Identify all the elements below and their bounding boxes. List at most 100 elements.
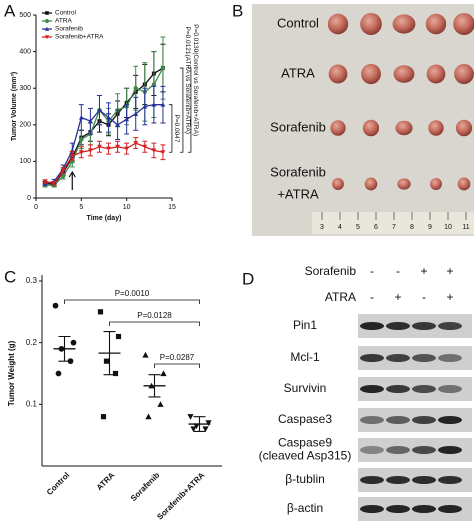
- y-tick-label: 0.2: [26, 338, 38, 347]
- marker: [106, 146, 111, 151]
- marker: [70, 339, 77, 346]
- p-value: P=0.0047: [173, 114, 180, 142]
- ruler-label: 5: [356, 224, 360, 231]
- panel-label: D: [242, 269, 254, 288]
- band: [412, 416, 436, 424]
- tumor: [393, 65, 415, 83]
- ruler-label: 8: [410, 224, 414, 231]
- band: [438, 505, 462, 513]
- p-value: P=0.0128: [137, 311, 172, 320]
- band: [438, 416, 462, 424]
- bracket: [154, 363, 200, 368]
- ruler-label: 10: [444, 224, 452, 231]
- band: [360, 385, 384, 393]
- legend-label: ATRA: [55, 18, 73, 25]
- band: [360, 505, 384, 513]
- panel-label: C: [4, 267, 16, 286]
- marker: [160, 102, 166, 107]
- protein-label: β-tublin: [285, 472, 325, 486]
- p-value: P=0.0287: [160, 353, 195, 362]
- marker: [190, 426, 197, 433]
- tumor: [360, 12, 382, 36]
- protein-label: Mcl-1: [290, 350, 320, 364]
- bracket: [109, 321, 200, 326]
- tumor: [430, 177, 442, 191]
- ruler-label: 11: [462, 224, 469, 231]
- band: [386, 446, 410, 454]
- marker: [115, 144, 120, 150]
- legend-marker: [45, 19, 49, 23]
- x-tick-label: ATRA: [95, 470, 117, 492]
- band: [386, 505, 410, 513]
- treatment-sign: -: [370, 290, 374, 304]
- marker: [97, 309, 104, 315]
- x-tick-label: 5: [79, 204, 83, 211]
- marker: [151, 148, 157, 153]
- x-tick-label: 15: [168, 204, 176, 211]
- treatment-sign: +: [420, 264, 427, 278]
- marker: [78, 150, 84, 155]
- treatment-sign: -: [370, 264, 374, 278]
- tumor: [426, 64, 446, 84]
- p-value: P=0.0130(Control vs Sorafenib+ATRA): [192, 24, 199, 136]
- tumor: [362, 119, 380, 137]
- protein-label: Pin1: [293, 318, 317, 332]
- marker: [142, 104, 148, 109]
- ruler-label: 6: [374, 224, 378, 231]
- marker: [142, 144, 148, 150]
- marker: [145, 413, 152, 420]
- marker: [79, 137, 84, 142]
- x-axis-label: Time (day): [87, 215, 122, 222]
- treatment-sign: +: [446, 264, 453, 278]
- tumor: [328, 64, 348, 84]
- tumor: [332, 177, 344, 191]
- marker: [160, 370, 167, 377]
- x-tick-label: 10: [123, 204, 131, 211]
- ruler-label: 4: [338, 224, 342, 231]
- marker: [157, 401, 164, 407]
- x-tick-label: Control: [45, 471, 71, 497]
- marker: [133, 141, 139, 146]
- band: [360, 446, 384, 454]
- band: [438, 385, 462, 393]
- y-tick-label: 200: [19, 122, 31, 129]
- arrow: [68, 170, 76, 190]
- marker: [69, 153, 75, 159]
- tumor: [330, 120, 346, 136]
- protein-label: Survivin: [284, 381, 327, 395]
- tumor: [454, 63, 474, 85]
- bracket: [64, 299, 200, 304]
- y-tick-label: 300: [19, 85, 31, 92]
- legend-marker: [44, 26, 50, 31]
- ruler: [312, 212, 474, 234]
- marker: [151, 102, 157, 107]
- tumor: [455, 119, 473, 137]
- y-axis-label: Tumor Weight (g): [7, 340, 16, 406]
- y-tick-label: 0.1: [26, 399, 38, 408]
- marker: [202, 426, 209, 433]
- photo-panel: Control ATRA Sorafenib Sorafenib +ATRA 3 4 5 6 7 8…: [252, 4, 474, 236]
- band: [360, 476, 384, 484]
- row-label: +ATRA: [277, 186, 319, 201]
- marker: [78, 115, 84, 120]
- marker: [133, 86, 138, 91]
- marker: [103, 358, 110, 364]
- marker: [205, 420, 212, 426]
- marker: [88, 118, 93, 124]
- photo-background: [252, 4, 474, 236]
- treatment-label: Sorafenib: [305, 264, 357, 278]
- tumor: [364, 177, 378, 191]
- marker: [115, 333, 122, 340]
- band: [386, 416, 410, 424]
- treatment-sign: +: [394, 290, 401, 304]
- band: [438, 322, 462, 330]
- x-tick-label: Sorafenib+ATRA: [155, 470, 206, 521]
- band: [412, 505, 436, 513]
- marker: [124, 116, 130, 122]
- band: [412, 322, 436, 330]
- bracket: [179, 67, 184, 153]
- tumor: [453, 12, 474, 36]
- error-bar: [148, 374, 161, 398]
- error-bar: [103, 331, 116, 376]
- error-bar: [58, 335, 71, 362]
